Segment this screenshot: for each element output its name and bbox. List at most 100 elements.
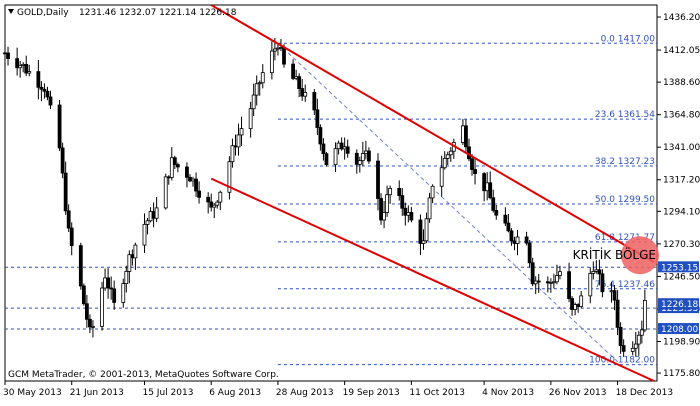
channel-upper-line [210, 4, 655, 263]
candle-bull [448, 150, 453, 156]
candle-bear [567, 271, 571, 299]
candle-bear [6, 52, 10, 60]
candle-bear [409, 212, 414, 221]
candle-bull [445, 154, 450, 159]
price-tag-bg [658, 323, 699, 335]
candle-bull [257, 82, 262, 85]
candle-bear [367, 150, 371, 162]
candle-bear [612, 290, 617, 301]
candle-bull [239, 128, 244, 136]
candle-bear [206, 196, 211, 203]
candle-bull [642, 299, 647, 331]
candle-bull [555, 275, 559, 283]
copyright-text: GCM MetaTrader, © 2001-2013, MetaQuotes … [8, 370, 279, 380]
candle-bull [630, 347, 635, 352]
candle-bull [442, 157, 447, 169]
candle-bull [385, 194, 390, 213]
candle-bull [276, 47, 280, 50]
candle-bull [103, 277, 107, 289]
candle-bull [424, 218, 429, 242]
candle-bull [272, 48, 277, 52]
candle-bull [388, 188, 393, 196]
candle-bull [27, 71, 32, 74]
candle-bear [400, 195, 405, 209]
candle-bear [570, 298, 574, 310]
fib-level-label: 23.6 1361.54 [595, 110, 655, 120]
candle-bull [461, 125, 465, 143]
candle-bear [512, 240, 517, 244]
candle-bull [124, 271, 129, 284]
critical-zone-label: KRİTİK BÖLGE [573, 246, 656, 262]
candle-bear [615, 299, 620, 328]
candle-bull [485, 182, 490, 192]
candle-bull [248, 108, 253, 130]
candle-bear [376, 160, 380, 199]
candle-bear [3, 52, 7, 55]
candle-bull [579, 295, 584, 307]
critical-zone-circle [621, 236, 659, 275]
candle-bear [57, 104, 62, 149]
candle-bear [379, 198, 383, 221]
candle-bear [84, 303, 89, 320]
fib-trend-line [277, 42, 621, 365]
candle-bull [633, 343, 638, 349]
candle-bull [336, 142, 341, 150]
x-tick-label: 18 Dec 2013 [616, 388, 674, 398]
candle-bear [464, 125, 468, 148]
x-tick-label: 26 Nov 2013 [549, 388, 607, 398]
x-tick-label: 19 Sep 2013 [343, 388, 400, 398]
candle-bull [121, 283, 126, 303]
candle-bull [154, 207, 159, 219]
candle-bull [594, 269, 599, 272]
chart-ohlc-label: 1231.46 1232.07 1221.14 1226.18 [79, 8, 237, 18]
candle-bear [530, 262, 535, 285]
candle-bear [45, 90, 50, 98]
x-tick-label: 15 Jul 2013 [142, 388, 193, 398]
candle-bear [42, 88, 47, 92]
candle-bear [194, 178, 198, 192]
candle-bear [418, 219, 423, 244]
fib-level-label: 50.0 1299.50 [595, 195, 655, 205]
candle-bear [315, 109, 320, 128]
candle-bear [300, 88, 305, 97]
plot-area [4, 4, 658, 382]
x-tick-label: 21 Jun 2013 [70, 388, 124, 398]
y-tick-label: 1388.60 [663, 78, 700, 88]
candle-bear [527, 242, 532, 264]
candle-bull [21, 63, 26, 66]
candle-bull [515, 236, 520, 244]
candle-bear [494, 210, 499, 216]
candle-bear [109, 287, 114, 290]
candle-bear [197, 190, 201, 198]
y-tick-label: 1317.20 [663, 176, 700, 186]
candle-bear [473, 169, 477, 174]
candle-bear [172, 157, 177, 165]
candle-bear [339, 142, 344, 150]
candle-bear [48, 96, 53, 106]
price-tag: 1253.15 [661, 263, 698, 273]
fib-level-label: 38.2 1327.23 [595, 157, 655, 167]
price-tag-bg [658, 261, 699, 273]
candle-bull [636, 334, 641, 345]
candle-bull [163, 176, 168, 209]
y-tick-label: 1246.50 [663, 272, 700, 282]
candle-bull [142, 223, 147, 246]
fib-level-label: 76.4 1237.46 [595, 280, 655, 290]
candle-bull [215, 201, 220, 206]
price-tag: 1208.00 [661, 325, 698, 335]
candle-bear [36, 71, 41, 88]
candle-bear [503, 214, 508, 224]
candle-bear [618, 327, 623, 346]
candle-bear [397, 188, 402, 196]
candle-bear [576, 304, 581, 307]
candle-bull [212, 204, 217, 208]
x-tick-label: 28 Aug 2013 [276, 388, 334, 398]
candle-bear [321, 143, 326, 155]
candle-bull [236, 134, 241, 148]
x-tick-label: 11 Oct 2013 [409, 388, 465, 398]
candle-bull [430, 185, 435, 199]
candle-bull [439, 167, 444, 187]
candle-bull [421, 240, 426, 244]
candle-bull [573, 304, 578, 310]
